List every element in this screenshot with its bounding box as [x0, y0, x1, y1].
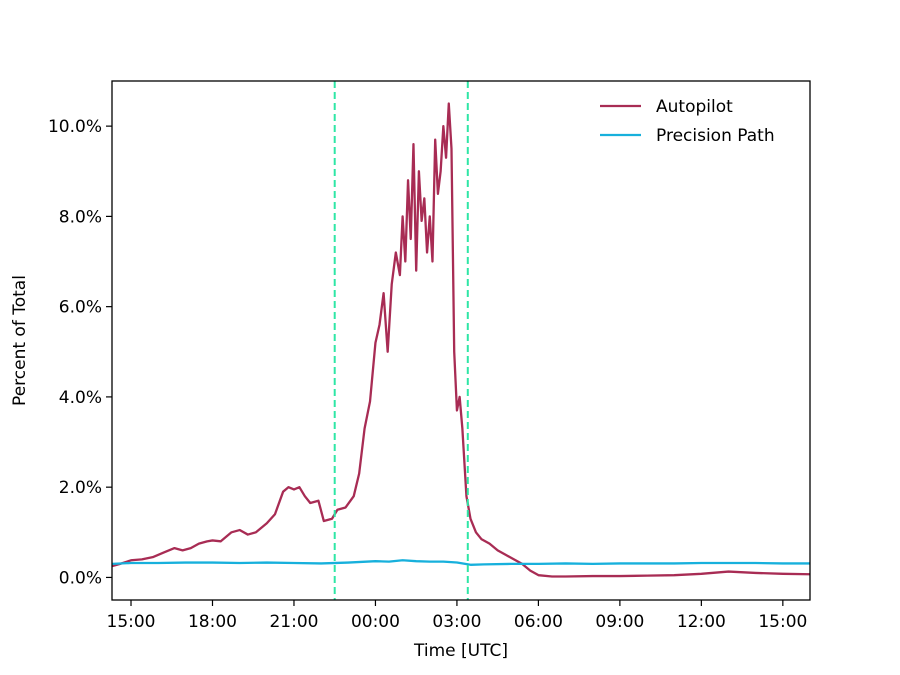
- legend: Autopilot Precision Path: [600, 97, 775, 146]
- y-tick-label: 2.0%: [59, 478, 102, 498]
- x-axis-label: Time [UTC]: [413, 641, 508, 661]
- x-tick-label: 15:00: [107, 612, 156, 632]
- legend-label: Autopilot: [656, 97, 733, 117]
- x-tick-label: 00:00: [351, 612, 400, 632]
- x-tick-label: 21:00: [269, 612, 318, 632]
- y-axis-label: Percent of Total: [10, 275, 30, 406]
- series-line-precision-path: [112, 559, 810, 566]
- y-tick-label: 8.0%: [59, 207, 102, 227]
- legend-label: Precision Path: [656, 126, 775, 146]
- series-line-autopilot: [112, 102, 810, 578]
- y-tick-label: 0.0%: [59, 568, 102, 588]
- x-tick-label: 06:00: [514, 612, 563, 632]
- series-lines: [112, 102, 810, 578]
- x-tick-label: 18:00: [188, 612, 237, 632]
- y-tick-label: 6.0%: [59, 298, 102, 318]
- event-markers: [333, 81, 469, 600]
- x-tick-label: 15:00: [758, 612, 807, 632]
- x-tick-label: 09:00: [595, 612, 644, 632]
- y-axis-ticks: 0.0% 2.0% 4.0% 6.0% 8.0% 10.0%: [48, 117, 112, 588]
- y-tick-label: 4.0%: [59, 388, 102, 408]
- x-tick-label: 03:00: [432, 612, 481, 632]
- y-tick-label: 10.0%: [48, 117, 102, 137]
- plot-frame: [111, 80, 811, 601]
- x-axis-ticks: 15:00 18:00 21:00 00:00 03:00 06:00 09:00 12:00…: [107, 600, 807, 632]
- x-tick-label: 12:00: [677, 612, 726, 632]
